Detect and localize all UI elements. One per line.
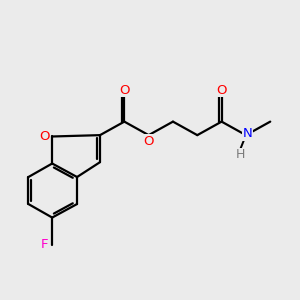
Text: O: O bbox=[143, 135, 154, 148]
Text: O: O bbox=[39, 130, 49, 143]
Text: N: N bbox=[242, 127, 252, 140]
Text: O: O bbox=[216, 83, 227, 97]
Text: F: F bbox=[41, 238, 48, 251]
Text: O: O bbox=[119, 83, 130, 97]
Text: H: H bbox=[235, 148, 245, 161]
